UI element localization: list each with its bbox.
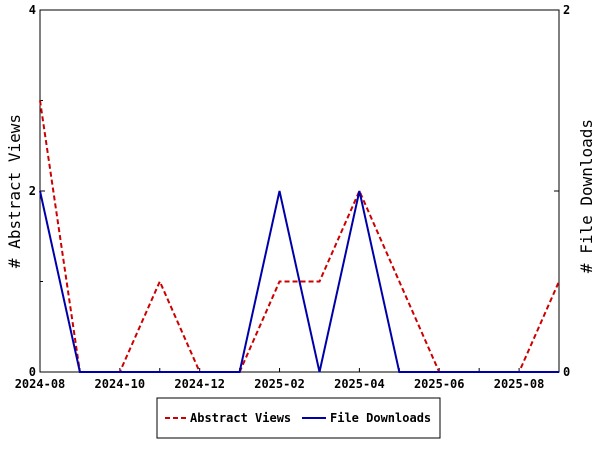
y-axis-left-ticks: 0 2 4 — [29, 3, 45, 379]
plot-area-frame — [39, 9, 560, 373]
y-axis-left-title: # Abstract Views — [5, 114, 24, 268]
y-right-tick-label: 2 — [563, 3, 570, 17]
x-tick-label: 2025-04 — [334, 377, 385, 391]
legend: Abstract Views File Downloads — [156, 397, 441, 439]
series-line-abstract-views — [39, 100, 560, 373]
series-lines — [39, 100, 560, 373]
x-tick-label: 2025-08 — [494, 377, 545, 391]
x-tick-label: 2024-10 — [95, 377, 146, 391]
x-tick-label: 2025-02 — [254, 377, 305, 391]
y-left-tick-label: 4 — [29, 3, 36, 17]
series-line-file-downloads — [39, 190, 559, 373]
x-tick-label: 2025-06 — [414, 377, 465, 391]
legend-box — [156, 397, 441, 439]
y-right-tick-label: 0 — [563, 365, 570, 379]
y-axis-right-ticks: 02 — [554, 3, 570, 379]
y-left-tick-label: 0 — [29, 365, 36, 379]
x-tick-label: 2024-12 — [174, 377, 225, 391]
y-axis-right-title: # File Downloads — [577, 119, 596, 273]
y-left-tick-label: 2 — [29, 184, 36, 198]
x-axis-ticks: 2024-08 2024-10 2024-12 2025-02 2025-04 2025-… — [15, 368, 560, 391]
x-tick-label: 2024-08 — [15, 377, 66, 391]
legend-label-abstract-views: Abstract Views — [190, 411, 291, 425]
legend-label-file-downloads: File Downloads — [330, 411, 431, 425]
